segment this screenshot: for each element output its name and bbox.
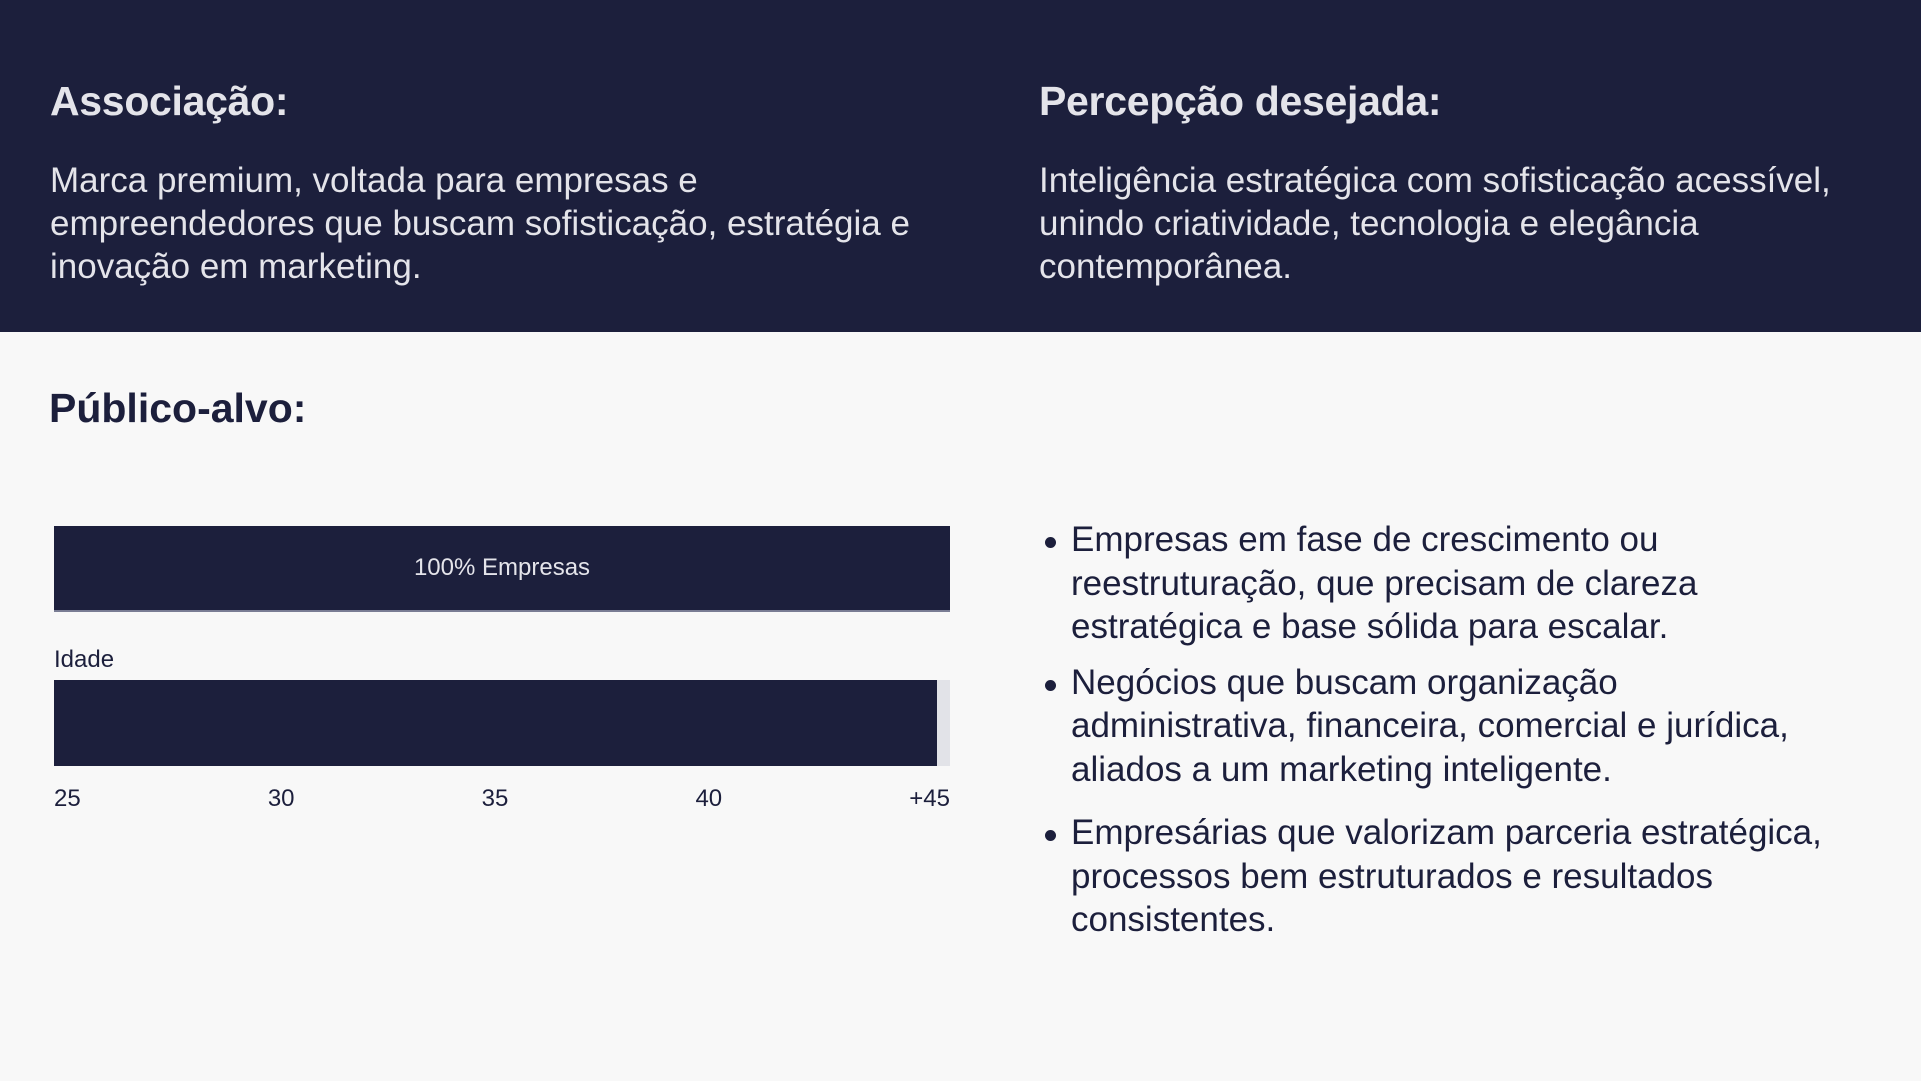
header-band: Associação: Marca premium, voltada para …	[0, 0, 1921, 332]
association-text: Marca premium, voltada para empresas e e…	[50, 161, 910, 286]
age-tick: 30	[267, 785, 295, 812]
age-bar	[54, 680, 950, 766]
audience-list: Empresas em fase de crescimento ou reest…	[1045, 518, 1851, 954]
association-title: Associação:	[50, 78, 289, 124]
company-bar: 100% Empresas	[54, 526, 950, 612]
age-tick: 35	[481, 785, 509, 812]
perception-section: Percepção desejada: Inteligência estraté…	[1039, 78, 1879, 288]
audience-title: Público-alvo:	[49, 385, 307, 431]
age-tick: 40	[695, 785, 723, 812]
perception-text: Inteligência estratégica com sofisticaçã…	[1039, 161, 1831, 286]
age-tick: +45	[909, 785, 950, 812]
list-item: Empresas em fase de crescimento ou reest…	[1045, 518, 1851, 649]
age-ticks: 25 30 35 40 +45	[54, 785, 950, 813]
list-item: Negócios que buscam organização administ…	[1045, 661, 1851, 792]
age-tick: 25	[54, 785, 81, 812]
association-section: Associação: Marca premium, voltada para …	[50, 78, 970, 288]
age-bar-fill	[54, 680, 937, 766]
age-label: Idade	[54, 646, 115, 673]
perception-title: Percepção desejada:	[1039, 78, 1442, 124]
list-item: Empresárias que valorizam parceria estra…	[1045, 811, 1851, 942]
company-bar-label: 100% Empresas	[413, 554, 591, 581]
